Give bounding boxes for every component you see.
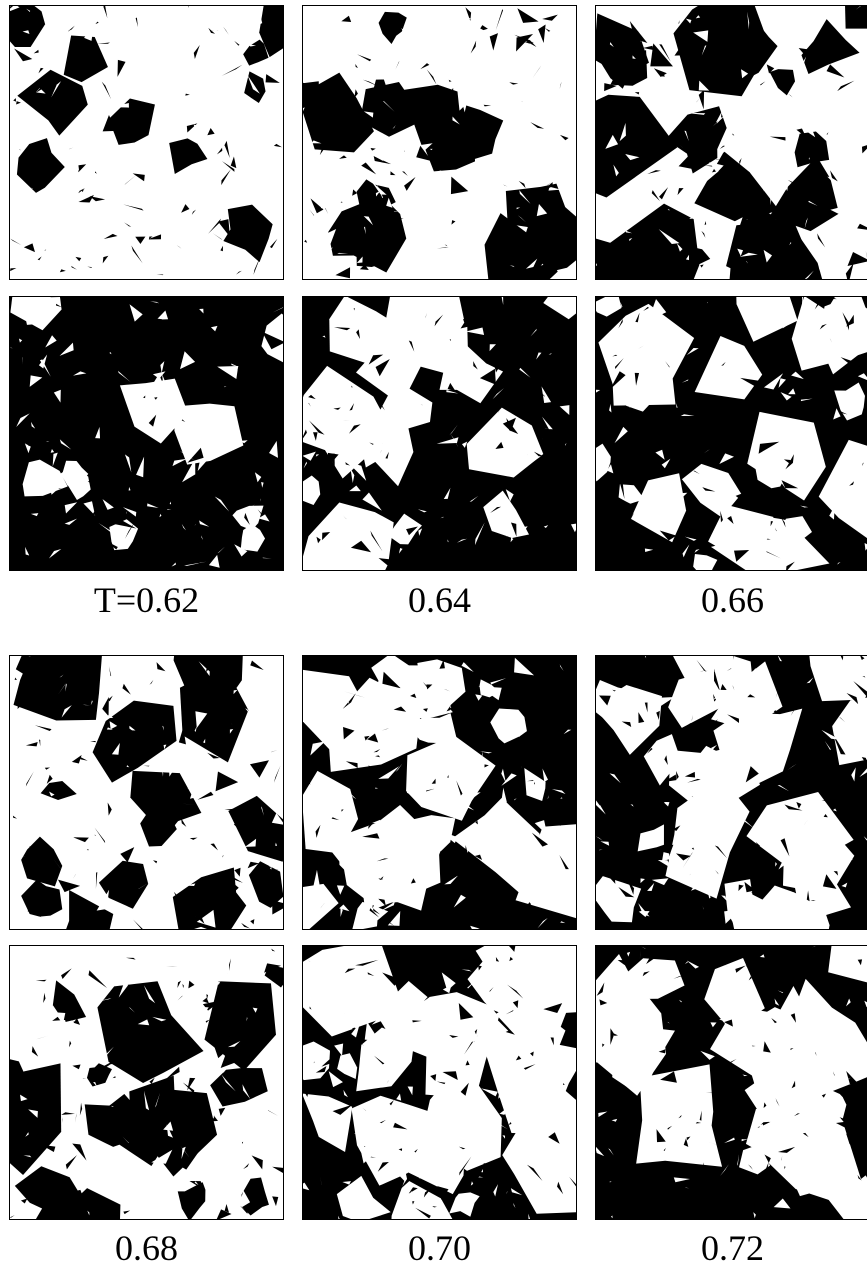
snapshot-panel — [595, 296, 867, 571]
snapshot-panel — [302, 296, 577, 571]
temperature-label: 0.70 — [408, 1228, 471, 1268]
snapshot-panel — [9, 945, 284, 1220]
snapshot-panel — [302, 655, 577, 930]
domain-texture — [10, 297, 283, 570]
snapshot-panel — [9, 655, 284, 930]
snapshot-panel — [595, 945, 867, 1220]
domain-texture — [596, 297, 867, 570]
snapshot-panel — [9, 5, 284, 280]
snapshot-panel — [595, 655, 867, 930]
temperature-label: 0.68 — [115, 1228, 178, 1268]
domain-texture — [303, 946, 576, 1219]
temperature-label: T=0.62 — [93, 580, 200, 620]
snapshot-panel — [595, 5, 867, 280]
domain-texture — [10, 6, 283, 279]
domain-texture — [303, 297, 576, 570]
domain-texture — [596, 6, 867, 279]
domain-texture — [303, 656, 576, 929]
domain-texture — [10, 656, 283, 929]
domain-texture — [303, 6, 576, 279]
domain-texture — [10, 946, 283, 1219]
snapshot-panel — [302, 5, 577, 280]
temperature-label: 0.66 — [701, 580, 764, 620]
domain-texture — [596, 656, 867, 929]
snapshot-panel — [302, 945, 577, 1220]
temperature-label: 0.64 — [408, 580, 471, 620]
snapshot-panel — [9, 296, 284, 571]
temperature-label: 0.72 — [701, 1228, 764, 1268]
domain-texture — [596, 946, 867, 1219]
